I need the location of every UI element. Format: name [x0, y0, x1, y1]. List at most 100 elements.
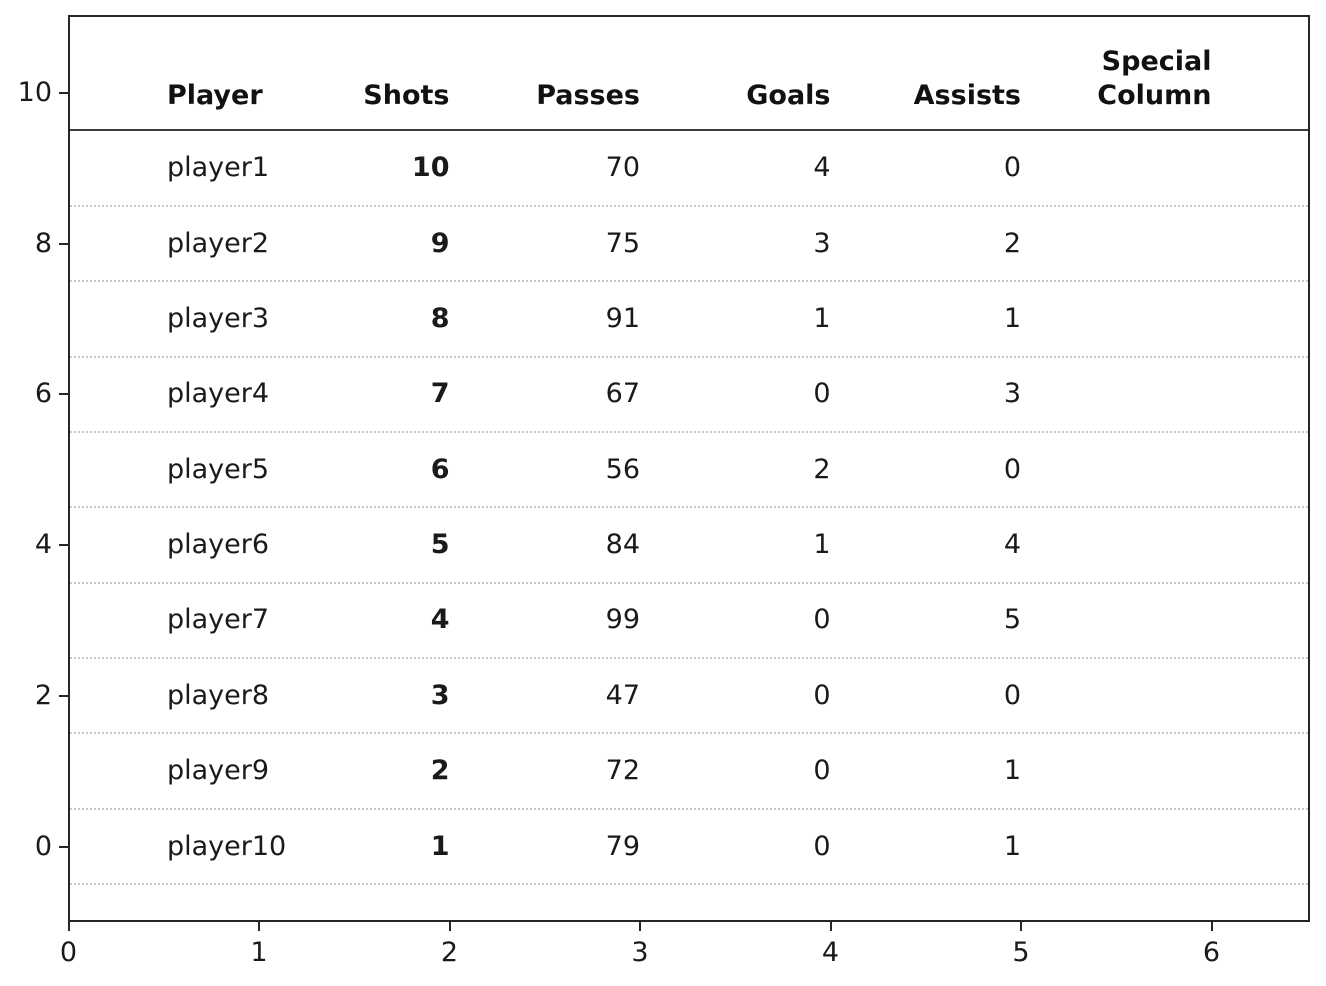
x-axis-tick-label: 0 — [59, 937, 78, 968]
cell-goals: 2 — [813, 453, 831, 485]
column-header-assists: Assists — [913, 80, 1021, 111]
y-axis-tick-label: 2 — [34, 679, 52, 711]
table-row: player9 2 72 0 1 — [70, 754, 1308, 788]
cell-shots: 7 — [430, 378, 450, 410]
x-axis-tick-label: 1 — [250, 937, 268, 968]
cell-goals: 0 — [813, 679, 831, 711]
x-axis-tick-label: 6 — [1202, 937, 1221, 968]
cell-player: player2 — [166, 227, 270, 259]
cell-goals: 0 — [813, 378, 831, 410]
x-axis-tick-mark — [67, 922, 70, 931]
cell-passes: 70 — [605, 152, 640, 184]
row-separator — [70, 732, 1308, 735]
y-axis-tick-label: 6 — [34, 378, 52, 410]
x-axis-tick-label: 4 — [821, 937, 840, 968]
x-axis-tick-mark — [639, 922, 641, 931]
y-axis-tick-mark — [59, 242, 68, 245]
column-header-passes: Passes — [536, 80, 640, 111]
column-header-player: Player — [166, 80, 263, 111]
cell-passes: 84 — [605, 529, 640, 561]
cell-shots: 5 — [430, 529, 450, 561]
x-axis-tick-label: 3 — [631, 937, 649, 968]
cell-passes: 67 — [605, 378, 640, 410]
cell-passes: 91 — [605, 303, 640, 335]
column-header-special: Special Column — [1097, 46, 1212, 111]
x-axis-tick-mark — [1020, 922, 1022, 931]
header-divider — [70, 129, 1308, 131]
cell-goals: 4 — [813, 152, 831, 184]
plot-area: Player Shots Passes Goals Assists Special Col… — [68, 15, 1310, 922]
y-axis-tick-mark — [59, 694, 68, 697]
column-header-goals: Goals — [746, 80, 831, 111]
cell-assists: 5 — [1003, 604, 1021, 636]
column-header-shots: Shots — [363, 80, 450, 111]
cell-goals: 0 — [813, 830, 831, 862]
y-axis-tick-mark — [59, 92, 68, 94]
table-row: player2 9 75 3 2 — [70, 227, 1308, 261]
table-row: player6 5 84 1 4 — [70, 528, 1308, 562]
cell-goals: 1 — [813, 303, 831, 335]
y-axis-tick-mark — [59, 544, 68, 547]
cell-assists: 1 — [1003, 755, 1021, 787]
table-row: player10 1 79 0 1 — [70, 830, 1308, 864]
row-separator — [70, 431, 1308, 434]
table-row: player7 4 99 0 5 — [70, 603, 1308, 637]
x-axis-tick-mark — [448, 922, 451, 931]
x-axis-tick-mark — [1210, 922, 1213, 931]
cell-assists: 2 — [1003, 227, 1021, 259]
cell-passes: 56 — [605, 453, 640, 485]
y-axis-tick-label: 0 — [34, 830, 52, 862]
x-axis-tick-mark — [258, 922, 260, 931]
cell-shots: 10 — [411, 152, 450, 184]
cell-shots: 1 — [430, 830, 450, 862]
cell-goals: 3 — [813, 227, 831, 259]
cell-player: player7 — [166, 604, 270, 636]
row-separator — [70, 280, 1308, 283]
cell-assists: 1 — [1003, 303, 1021, 335]
cell-shots: 2 — [430, 755, 450, 787]
row-separator — [70, 581, 1308, 584]
table-row: player3 8 91 1 1 — [70, 302, 1308, 336]
cell-player: player4 — [166, 378, 270, 410]
cell-player: player6 — [166, 529, 270, 561]
table-row: player5 6 56 2 0 — [70, 453, 1308, 487]
y-axis-tick-label: 10 — [17, 77, 52, 108]
cell-assists: 0 — [1003, 152, 1021, 184]
y-axis-tick-label: 4 — [34, 529, 52, 561]
row-separator — [70, 883, 1308, 886]
cell-shots: 3 — [430, 679, 450, 711]
cell-player: player1 — [166, 152, 270, 184]
cell-assists: 0 — [1003, 453, 1021, 485]
cell-player: player5 — [166, 453, 270, 485]
cell-passes: 75 — [605, 227, 640, 259]
cell-player: player3 — [166, 303, 270, 335]
cell-passes: 47 — [605, 679, 640, 711]
cell-player: player8 — [166, 679, 270, 711]
x-axis-tick-label: 5 — [1012, 937, 1030, 968]
row-separator — [70, 506, 1308, 509]
cell-shots: 6 — [430, 453, 450, 485]
y-axis-tick-mark — [59, 845, 68, 848]
row-separator — [70, 205, 1308, 208]
cell-player: player10 — [166, 830, 287, 862]
row-separator — [70, 657, 1308, 660]
cell-goals: 0 — [813, 604, 831, 636]
cell-passes: 79 — [605, 830, 640, 862]
x-axis-tick-mark — [829, 922, 832, 931]
row-separator — [70, 807, 1308, 810]
cell-goals: 1 — [813, 529, 831, 561]
cell-shots: 9 — [430, 227, 450, 259]
cell-assists: 0 — [1003, 679, 1021, 711]
cell-shots: 4 — [430, 604, 450, 636]
cell-shots: 8 — [430, 303, 450, 335]
table-row: player1 10 70 4 0 — [70, 151, 1308, 185]
y-axis-tick-mark — [59, 393, 68, 396]
cell-passes: 72 — [605, 755, 640, 787]
cell-assists: 4 — [1003, 529, 1021, 561]
x-axis-tick-label: 2 — [440, 937, 459, 968]
table-row: player8 3 47 0 0 — [70, 679, 1308, 713]
row-separator — [70, 355, 1308, 358]
cell-player: player9 — [166, 755, 270, 787]
cell-goals: 0 — [813, 755, 831, 787]
